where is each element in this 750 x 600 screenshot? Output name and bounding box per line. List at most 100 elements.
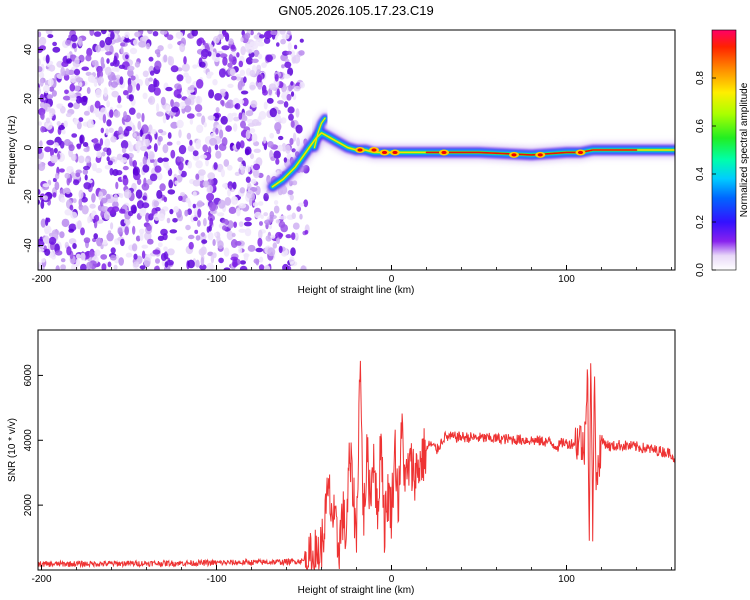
- noise-speckle: [174, 180, 179, 185]
- noise-speckle: [230, 256, 238, 261]
- noise-speckle: [286, 93, 292, 101]
- noise-speckle: [231, 75, 237, 81]
- noise-speckle: [52, 177, 57, 183]
- noise-speckle: [203, 122, 207, 128]
- noise-speckle: [277, 100, 285, 105]
- noise-speckle: [134, 267, 139, 270]
- noise-speckle: [167, 55, 172, 66]
- noise-speckle: [247, 244, 256, 252]
- noise-speckle: [60, 264, 66, 270]
- noise-speckle: [219, 88, 227, 93]
- noise-speckle: [288, 84, 293, 92]
- noise-speckle: [84, 174, 88, 181]
- noise-speckle: [49, 112, 53, 120]
- noise-speckle: [222, 31, 228, 38]
- noise-speckle: [87, 216, 91, 224]
- noise-speckle: [118, 64, 126, 70]
- noise-speckle: [195, 139, 201, 150]
- noise-speckle: [46, 217, 51, 223]
- noise-speckle: [123, 189, 132, 199]
- noise-speckle: [125, 54, 129, 60]
- noise-speckle: [101, 263, 107, 270]
- noise-speckle: [196, 124, 204, 134]
- noise-speckle: [83, 182, 92, 190]
- noise-speckle: [197, 208, 202, 218]
- noise-speckle: [107, 261, 112, 268]
- noise-speckle: [263, 37, 271, 44]
- noise-speckle: [263, 212, 269, 217]
- noise-speckle: [136, 83, 141, 91]
- noise-speckle: [244, 228, 252, 237]
- noise-speckle: [169, 229, 178, 234]
- noise-speckle: [105, 51, 113, 56]
- noise-speckle: [124, 226, 129, 236]
- noise-speckle: [53, 147, 58, 154]
- noise-speckle: [207, 172, 216, 180]
- noise-speckle: [113, 194, 118, 203]
- noise-speckle: [78, 117, 84, 122]
- noise-speckle: [63, 120, 68, 128]
- noise-speckle: [176, 119, 184, 129]
- noise-speckle: [212, 239, 216, 246]
- noise-speckle: [148, 83, 156, 93]
- noise-speckle: [147, 30, 153, 35]
- noise-speckle: [285, 144, 291, 154]
- noise-speckle: [81, 66, 89, 71]
- noise-speckle: [61, 218, 70, 228]
- noise-speckle: [203, 218, 207, 227]
- noise-speckle: [142, 195, 147, 201]
- noise-speckle: [148, 77, 154, 82]
- noise-speckle: [108, 127, 114, 133]
- noise-speckle: [152, 31, 159, 37]
- noise-speckle: [73, 68, 81, 76]
- snr-x-tick-label: 100: [558, 574, 575, 585]
- noise-speckle: [250, 178, 257, 185]
- noise-speckle: [52, 192, 57, 198]
- noise-speckle: [132, 225, 136, 235]
- noise-speckle: [80, 227, 85, 236]
- noise-speckle: [40, 200, 45, 209]
- noise-speckle: [289, 137, 294, 146]
- noise-speckle: [175, 174, 183, 183]
- snr-y-axis: 2000 4000 6000: [23, 364, 43, 516]
- noise-speckle: [175, 236, 183, 241]
- noise-speckle-region: [38, 30, 311, 270]
- noise-speckle: [38, 87, 41, 95]
- noise-speckle: [63, 74, 70, 81]
- noise-speckle: [255, 258, 260, 266]
- snr-y-tick-label: 6000: [23, 364, 34, 387]
- noise-speckle: [269, 132, 275, 139]
- noise-speckle: [186, 132, 192, 140]
- noise-speckle: [136, 135, 141, 142]
- noise-speckle: [185, 99, 190, 105]
- noise-speckle: [139, 265, 146, 270]
- noise-speckle: [169, 208, 174, 215]
- noise-speckle: [156, 172, 163, 181]
- noise-speckle: [43, 195, 48, 201]
- noise-speckle: [233, 123, 238, 132]
- noise-speckle: [215, 107, 220, 113]
- noise-speckle: [78, 198, 83, 207]
- noise-speckle: [70, 211, 78, 219]
- noise-speckle: [223, 267, 231, 270]
- noise-speckle: [205, 158, 209, 167]
- noise-speckle: [54, 181, 60, 191]
- noise-speckle: [62, 95, 71, 101]
- noise-speckle: [163, 159, 169, 169]
- noise-speckle: [258, 264, 265, 270]
- noise-speckle: [83, 237, 91, 244]
- noise-speckle: [156, 111, 164, 117]
- spectrogram-x-tick-label: -200: [31, 274, 51, 285]
- ridge-hotspot-core: [441, 150, 447, 155]
- noise-speckle: [99, 40, 105, 48]
- noise-speckle: [162, 144, 169, 154]
- snr-y-tick-label: 4000: [23, 429, 34, 452]
- noise-speckle: [73, 118, 79, 125]
- noise-speckle: [252, 168, 260, 179]
- noise-speckle: [38, 147, 43, 154]
- noise-speckle: [91, 162, 97, 172]
- colorbar-tick-label: 0.8: [695, 71, 706, 85]
- noise-speckle: [153, 87, 161, 96]
- noise-speckle: [299, 81, 306, 89]
